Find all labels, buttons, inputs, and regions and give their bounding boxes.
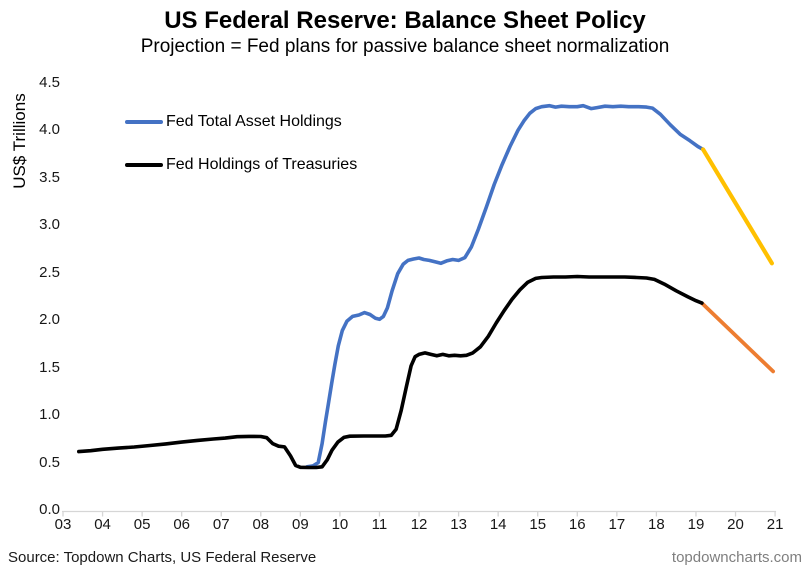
y-tick-label: 4.0 [39, 121, 60, 139]
legend-label-treasuries: Fed Holdings of Treasuries [166, 156, 358, 173]
y-tick-label: 2.0 [39, 311, 60, 329]
x-tick-label: 11 [371, 516, 388, 533]
y-tick-label: 4.5 [39, 73, 60, 91]
chart-title: US Federal Reserve: Balance Sheet Policy [164, 7, 646, 34]
x-tick-label: 05 [133, 516, 151, 533]
x-tick-label: 07 [212, 516, 230, 533]
x-tick-label: 06 [173, 516, 191, 533]
x-tick-label: 08 [252, 516, 270, 533]
x-tick-label: 09 [292, 516, 309, 533]
x-tick-label: 19 [687, 516, 705, 533]
y-tick-label: 1.0 [39, 406, 60, 424]
x-tick-label: 18 [648, 516, 665, 533]
legend-item-treasuries: Fed Holdings of Treasuries [125, 155, 357, 175]
y-tick-label: 3.0 [39, 216, 60, 234]
x-tick-label: 13 [450, 516, 467, 533]
source-credit: Source: Topdown Charts, US Federal Reser… [8, 549, 317, 566]
y-tick-label: 2.5 [39, 263, 60, 281]
x-tick-label: 15 [529, 516, 547, 533]
x-tick-label: 04 [94, 516, 111, 533]
series-fed-total-asset-holdings-projection [700, 147, 775, 266]
y-tick-label: 0.5 [39, 453, 60, 471]
legend-swatch-total-assets [125, 120, 163, 124]
x-tick-label: 10 [331, 516, 349, 533]
x-tick-label: 03 [54, 516, 72, 533]
chart-legend: Fed Total Asset Holdings Fed Holdings of… [125, 112, 357, 198]
series-fed-total-asset-holdings [305, 103, 705, 469]
y-tick-label: 3.5 [39, 168, 60, 186]
legend-label-total-assets: Fed Total Asset Holdings [166, 113, 342, 130]
series-fed-holdings-of-treasuries-projection [700, 301, 775, 374]
x-tick-label: 21 [766, 516, 784, 533]
x-tick-label: 12 [410, 516, 428, 533]
x-tick-label: 17 [608, 516, 626, 533]
y-tick-label: 0.0 [39, 501, 60, 518]
series-fed-holdings-of-treasuries [77, 274, 704, 470]
watermark-link[interactable]: topdowncharts.com [671, 549, 802, 566]
legend-item-total-assets: Fed Total Asset Holdings [125, 112, 357, 132]
x-tick-label: 14 [489, 516, 507, 533]
y-tick-label: 1.5 [39, 358, 60, 376]
x-tick-label: 20 [727, 516, 744, 533]
chart-subtitle: Projection = Fed plans for passive balan… [140, 36, 670, 57]
legend-swatch-treasuries [125, 163, 163, 167]
x-tick-label: 16 [568, 516, 586, 533]
